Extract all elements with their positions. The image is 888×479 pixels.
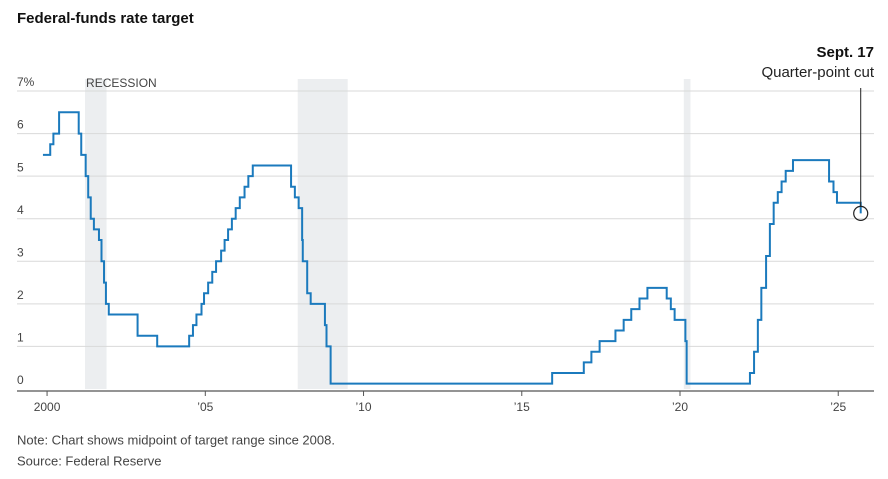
x-tick-label: ’20 bbox=[672, 400, 688, 414]
y-tick-label: 6 bbox=[17, 118, 24, 132]
y-tick-label: 0 bbox=[17, 373, 24, 387]
y-tick-label: 5 bbox=[17, 160, 24, 174]
source: Source: Federal Reserve bbox=[17, 453, 162, 468]
recession-band bbox=[683, 79, 691, 389]
recession-band bbox=[297, 79, 348, 389]
annotation-title: Sept. 17 bbox=[816, 44, 874, 61]
x-tick-label: ’05 bbox=[197, 400, 213, 414]
x-tick-label: ’10 bbox=[356, 400, 372, 414]
y-tick-label: 4 bbox=[17, 203, 24, 217]
x-tick-label: 2000 bbox=[34, 400, 61, 414]
y-tick-label: 7% bbox=[17, 75, 35, 89]
recession-band bbox=[85, 79, 107, 389]
annotation-marker bbox=[853, 205, 869, 221]
x-tick-label: ’25 bbox=[830, 400, 846, 414]
annotation-text: Quarter-point cut bbox=[761, 64, 874, 81]
recession-label: RECESSION bbox=[86, 76, 157, 90]
chart-title: Federal-funds rate target bbox=[17, 10, 194, 27]
x-tick-label: ’15 bbox=[514, 400, 530, 414]
y-tick-label: 2 bbox=[17, 288, 24, 302]
y-tick-label: 1 bbox=[17, 331, 24, 345]
y-tick-label: 3 bbox=[17, 245, 24, 259]
note: Note: Chart shows midpoint of target ran… bbox=[17, 432, 335, 447]
rate-line bbox=[42, 111, 862, 385]
